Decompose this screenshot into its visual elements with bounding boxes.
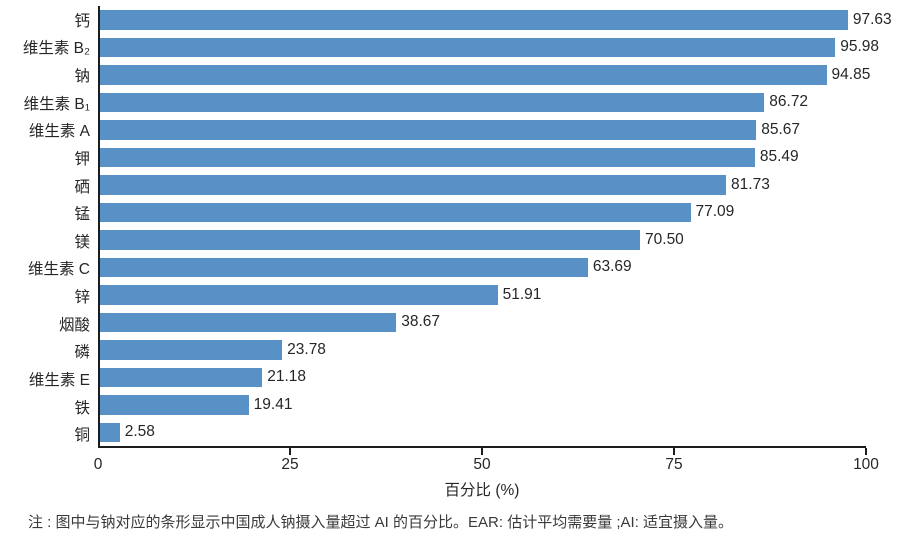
bar-row: 97.63 (100, 6, 892, 34)
bar (100, 65, 827, 85)
bar-row: 70.50 (100, 226, 866, 254)
category-label: 维生素 A (28, 123, 90, 141)
bar-row: 63.69 (100, 254, 866, 282)
category-label: 钾 (74, 150, 90, 168)
bar (100, 37, 836, 57)
category-label: 镁 (74, 233, 90, 251)
category-label: 维生素 B₂ (22, 40, 90, 58)
bar (100, 10, 848, 30)
value-label: 94.85 (831, 65, 871, 83)
bar (100, 285, 498, 305)
plot-area: 97.63 95.98 94.85 86.72 85.67 85.49 81.73 77.09… (98, 6, 892, 448)
bar (100, 202, 691, 222)
bar (100, 340, 283, 360)
bar (100, 395, 249, 415)
value-label: 77.09 (695, 203, 735, 221)
category-labels: 钙维生素 B₂ 钠维生素 B₁ 维生素 A 钾硒锰镁维生素 C 锌烟酸磷维生素 E 铁铜 (0, 6, 90, 448)
bar (100, 147, 755, 167)
bar-row: 23.78 (100, 336, 866, 364)
bar-row: 85.49 (100, 144, 866, 172)
x-tick-label: 75 (665, 456, 683, 473)
value-label: 23.78 (287, 340, 326, 358)
bar-row: 81.73 (100, 171, 866, 199)
bar (100, 257, 588, 277)
value-label: 97.63 (852, 10, 892, 28)
category-label: 铜 (74, 427, 90, 445)
value-label: 85.49 (759, 148, 799, 166)
value-label: 19.41 (253, 395, 293, 413)
category-label: 钠 (74, 68, 90, 86)
value-label: 38.67 (401, 313, 440, 331)
value-label: 63.69 (592, 258, 632, 276)
category-label: 维生素 E (28, 371, 90, 389)
bar-row: 86.72 (100, 89, 866, 117)
bar-row: 51.91 (100, 281, 866, 309)
x-axis: 0 25 50 75 100 (94, 448, 879, 478)
bar (100, 422, 120, 442)
bar (100, 367, 263, 387)
x-tick-mark (481, 448, 483, 455)
x-tick-label: 100 (853, 456, 879, 473)
bar-row: 94.85 (100, 61, 870, 89)
footnote: 注 : 图中与钠对应的条形显示中国成人钠摄入量超过 AI 的百分比。EAR: 估… (28, 514, 734, 531)
x-axis-title: 百分比 (%) (444, 482, 520, 499)
bar-row: 85.67 (100, 116, 866, 144)
bar-row: 21.18 (100, 364, 866, 392)
value-label: 51.91 (502, 285, 542, 303)
bar (100, 175, 727, 195)
x-tick-label: 0 (93, 456, 103, 473)
category-label: 钙 (74, 12, 90, 30)
x-tick-label: 25 (281, 456, 299, 473)
bar-row: 77.09 (100, 199, 866, 227)
value-label: 70.50 (645, 230, 684, 248)
x-tick-mark (673, 448, 675, 455)
x-tick-mark (865, 448, 867, 455)
bar-row: 95.98 (100, 34, 879, 62)
category-label: 硒 (74, 178, 90, 196)
category-label: 锌 (74, 289, 90, 307)
category-label: 维生素 B₁ (23, 95, 90, 113)
bar (100, 92, 765, 112)
value-label: 86.72 (769, 93, 809, 111)
value-label: 85.67 (761, 120, 801, 138)
value-label: 95.98 (840, 38, 879, 56)
bar-row: 19.41 (100, 391, 866, 419)
bar (100, 312, 397, 332)
x-tick-mark (289, 448, 291, 455)
category-label: 烟酸 (58, 316, 90, 334)
bar (100, 120, 757, 140)
value-label: 21.18 (267, 368, 307, 386)
category-label: 维生素 C (27, 261, 90, 279)
value-label: 2.58 (124, 423, 155, 441)
category-label: 锰 (74, 206, 90, 224)
x-tick-label: 50 (473, 456, 491, 473)
category-label: 铁 (74, 399, 90, 417)
bar-row: 2.58 (100, 419, 866, 447)
bar-row: 38.67 (100, 309, 866, 337)
category-label: 磷 (74, 344, 90, 362)
value-label: 81.73 (731, 175, 770, 193)
bar (100, 230, 641, 250)
